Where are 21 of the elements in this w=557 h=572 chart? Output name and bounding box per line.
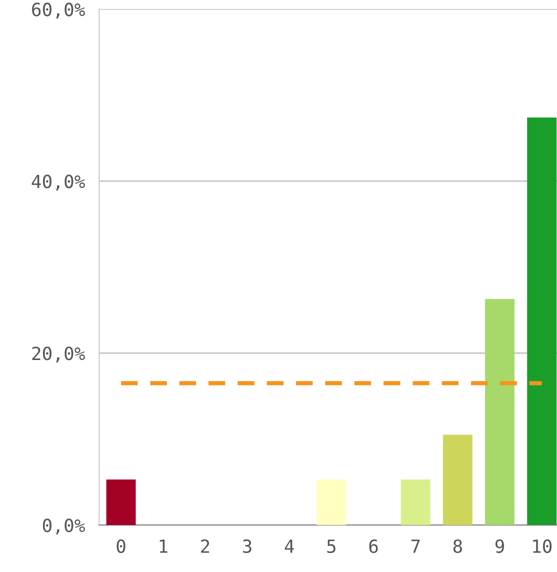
x-tick-label: 7 — [411, 540, 420, 553]
x-tick-label: 10 — [533, 539, 552, 554]
x-tick-label: 1 — [160, 540, 168, 553]
bar — [485, 298, 514, 526]
x-tick-label: 4 — [284, 540, 294, 553]
bar — [527, 118, 557, 526]
bar — [442, 434, 472, 526]
y-tick-label: 20,0% — [32, 346, 85, 363]
bar — [106, 480, 136, 526]
x-tick-label: 6 — [369, 539, 378, 554]
bar — [316, 480, 346, 526]
x-tick-label: 3 — [243, 539, 252, 554]
x-tick-label: 5 — [327, 540, 336, 554]
x-tick-label: 2 — [201, 539, 210, 553]
bar — [400, 480, 430, 526]
x-tick-label: 8 — [453, 539, 462, 554]
y-tick-label: 40,0% — [32, 174, 85, 191]
y-tick-label: 60,0% — [32, 2, 85, 19]
x-tick-label: 0 — [116, 539, 126, 554]
y-tick-label: 0,0% — [42, 518, 85, 535]
x-tick-label: 9 — [495, 539, 504, 554]
